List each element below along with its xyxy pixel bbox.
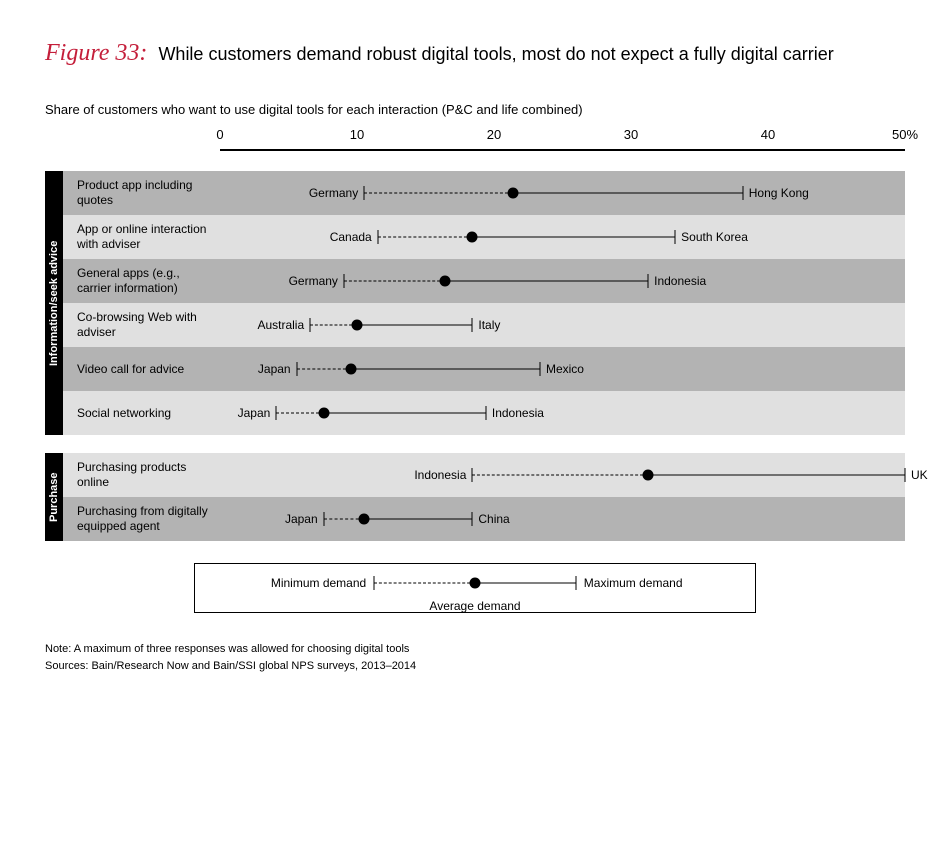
row-label: Purchasing from digitally equipped agent (63, 504, 229, 534)
row-plot: IndonesiaUK (229, 453, 905, 497)
avg-to-max-line (445, 281, 648, 282)
footer-notes: Note: A maximum of three responses was a… (45, 641, 905, 674)
min-label: Japan (238, 406, 277, 420)
note-text: Note: A maximum of three responses was a… (45, 641, 905, 658)
legend-solid-line (475, 583, 576, 584)
section-tab: Information/seek advice (45, 171, 63, 435)
axis-tick: 30 (624, 127, 638, 142)
min-label: Canada (330, 230, 378, 244)
row-label: Co-browsing Web with adviser (63, 310, 229, 340)
row-plot: Australia Italy (229, 303, 905, 347)
min-to-avg-line (364, 193, 513, 194)
min-label: Japan (285, 512, 324, 526)
axis-tick: 0 (216, 127, 223, 142)
min-to-avg-line (472, 475, 648, 476)
row-plot: Japan Mexico (229, 347, 905, 391)
legend-box: Minimum demand Maximum demand Average dema… (194, 563, 756, 613)
row-label: Social networking (63, 406, 229, 421)
max-label: UK (905, 468, 928, 482)
row-plot: Germany Indonesia (229, 259, 905, 303)
row-plot: Canada South Korea (229, 215, 905, 259)
axis-tick: 20 (487, 127, 501, 142)
avg-to-max-line (351, 369, 540, 370)
legend-min-label: Minimum demand (271, 576, 374, 590)
max-label: China (472, 512, 509, 526)
section: Information/seek adviceProduct app inclu… (45, 171, 905, 435)
axis-line (220, 149, 905, 151)
chart-row: Social networking Japan Indonesia (63, 391, 905, 435)
avg-to-max-line (472, 237, 675, 238)
min-label: Germany (309, 186, 364, 200)
max-label: Hong Kong (743, 186, 809, 200)
max-label: Mexico (540, 362, 584, 376)
max-label: Indonesia (486, 406, 544, 420)
chart-row: Product app including quotes Germany Hong … (63, 171, 905, 215)
row-label: App or online interaction with adviser (63, 222, 229, 252)
chart-row: Co-browsing Web with adviser Australia Ita… (63, 303, 905, 347)
min-to-avg-line (344, 281, 445, 282)
min-label: Germany (289, 274, 344, 288)
legend-dash-line (374, 583, 475, 584)
avg-to-max-line (513, 193, 743, 194)
chart-row: App or online interaction with adviserCa… (63, 215, 905, 259)
min-label: Indonesia (414, 468, 472, 482)
chart-row: Video call for advice Japan Mexico (63, 347, 905, 391)
legend-avg-label: Average demand (429, 599, 520, 613)
chart-row: General apps (e.g., carrier information)… (63, 259, 905, 303)
row-plot: Japan Indonesia (229, 391, 905, 435)
sources-text: Sources: Bain/Research Now and Bain/SSI … (45, 658, 905, 675)
min-to-avg-line (297, 369, 351, 370)
axis-tick: 10 (350, 127, 364, 142)
row-label: Purchasing products online (63, 460, 229, 490)
row-label: General apps (e.g., carrier information) (63, 266, 229, 296)
row-plot: Japan China (229, 497, 905, 541)
figure-title-text: While customers demand robust digital to… (158, 44, 833, 64)
row-plot: Germany Hong Kong (229, 171, 905, 215)
max-label: South Korea (675, 230, 748, 244)
figure-label: Figure 33: (45, 40, 147, 66)
avg-to-max-line (324, 413, 486, 414)
row-label: Product app including quotes (63, 178, 229, 208)
legend-max-label: Maximum demand (576, 576, 683, 590)
min-to-avg-line (276, 413, 323, 414)
x-axis: 01020304050% (220, 127, 905, 167)
max-label: Indonesia (648, 274, 706, 288)
chart-subtitle: Share of customers who want to use digit… (45, 102, 905, 117)
section-tab: Purchase (45, 453, 63, 541)
figure-title: Figure 33: While customers demand robust… (45, 40, 905, 67)
avg-to-max-line (357, 325, 472, 326)
min-label: Australia (257, 318, 310, 332)
avg-to-max-line (364, 519, 472, 520)
row-label: Video call for advice (63, 362, 229, 377)
min-to-avg-line (378, 237, 473, 238)
axis-tick: 40 (761, 127, 775, 142)
axis-tick: 50% (892, 127, 918, 142)
max-label: Italy (472, 318, 500, 332)
chart-row: Purchasing from digitally equipped agent… (63, 497, 905, 541)
min-to-avg-line (310, 325, 357, 326)
chart-row: Purchasing products onlineIndonesiaUK (63, 453, 905, 497)
avg-to-max-line (648, 475, 905, 476)
section: PurchasePurchasing products onlineIndone… (45, 453, 905, 541)
min-label: Japan (258, 362, 297, 376)
